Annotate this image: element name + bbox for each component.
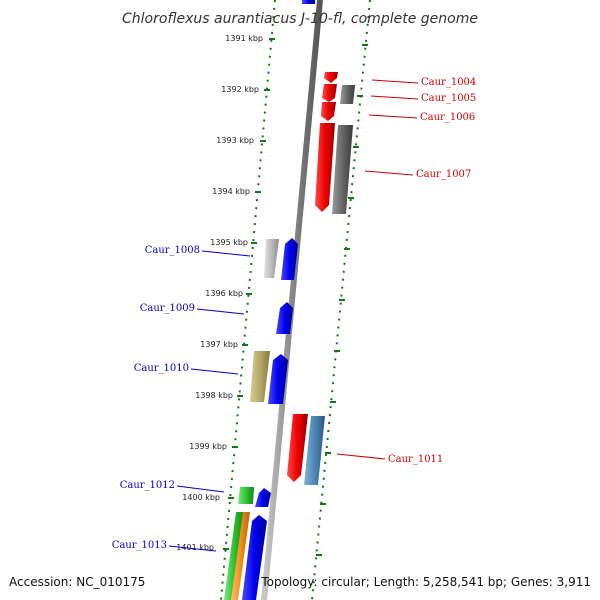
gene-block [304,416,325,485]
gene-label-caur-1008[interactable]: Caur_1008 [145,245,200,256]
right-tick-dashes [316,44,368,556]
tick-label: 1395 kbp [210,238,248,247]
gene-block [321,102,336,121]
gene-label-caur-1005[interactable]: Caur_1005 [421,93,476,104]
gene-label-caur-1011[interactable]: Caur_1011 [388,454,443,465]
tick-label: 1397 kbp [200,340,238,349]
tick-label: 1392 kbp [221,85,259,94]
leader-line [336,453,386,460]
gene-block [224,512,244,600]
gene-block [315,123,335,212]
gene-block [242,515,267,600]
left-tick-dashes [223,38,275,550]
gene-block [332,125,353,214]
tick-label: 1400 kbp [182,493,220,502]
gene-block [302,0,315,4]
gene-block [281,238,298,280]
reverse-genes [287,72,355,485]
gene-block [276,302,293,334]
gene-block [238,487,254,504]
leader-line [196,308,245,315]
gene-label-caur-1012[interactable]: Caur_1012 [120,480,175,491]
gene-label-caur-1004[interactable]: Caur_1004 [421,77,476,88]
tick-label: 1398 kbp [195,391,233,400]
leader-line [190,368,239,375]
leader-line [201,250,251,257]
map-title: Chloroflexus aurantiacus J-10-fl, comple… [122,11,478,27]
gene-block [268,354,288,404]
genome-backbone [261,0,323,600]
accession-text: Accession: NC_010175 [9,575,145,589]
right-gene-labels: Caur_1004 Caur_1005 Caur_1006 Caur_1007 … [336,77,476,465]
gene-label-caur-1006[interactable]: Caur_1006 [420,112,475,123]
tick-label: 1391 kbp [225,34,263,43]
leader-line [176,485,225,493]
left-gene-labels: Caur_1008 Caur_1009 Caur_1010 Caur_1012 … [112,245,251,552]
tick-label: 1401 kbp [176,543,214,552]
tick-label: 1393 kbp [216,136,254,145]
leader-line [371,79,419,84]
gene-label-caur-1009[interactable]: Caur_1009 [140,303,195,314]
leader-line [364,170,414,176]
forward-genes [224,0,315,600]
gene-label-caur-1013[interactable]: Caur_1013 [112,540,167,551]
tick-labels: 1391 kbp 1392 kbp 1393 kbp 1394 kbp 1395… [176,34,263,552]
gene-label-caur-1007[interactable]: Caur_1007 [416,169,471,180]
gene-block [287,414,308,482]
tick-label: 1394 kbp [212,187,250,196]
gene-block [255,488,271,507]
gene-block [340,85,355,104]
tick-label: 1399 kbp [189,442,227,451]
gene-block [264,239,279,278]
topology-text: Topology: circular; Length: 5,258,541 bp… [260,575,591,589]
gene-block [324,72,338,83]
gene-block [231,512,250,600]
gene-block [322,84,337,102]
gene-label-caur-1010[interactable]: Caur_1010 [134,363,189,374]
leader-line [168,545,217,552]
leader-line [370,95,419,100]
tick-label: 1396 kbp [205,289,243,298]
gene-block [250,351,270,402]
leader-line [368,114,418,119]
